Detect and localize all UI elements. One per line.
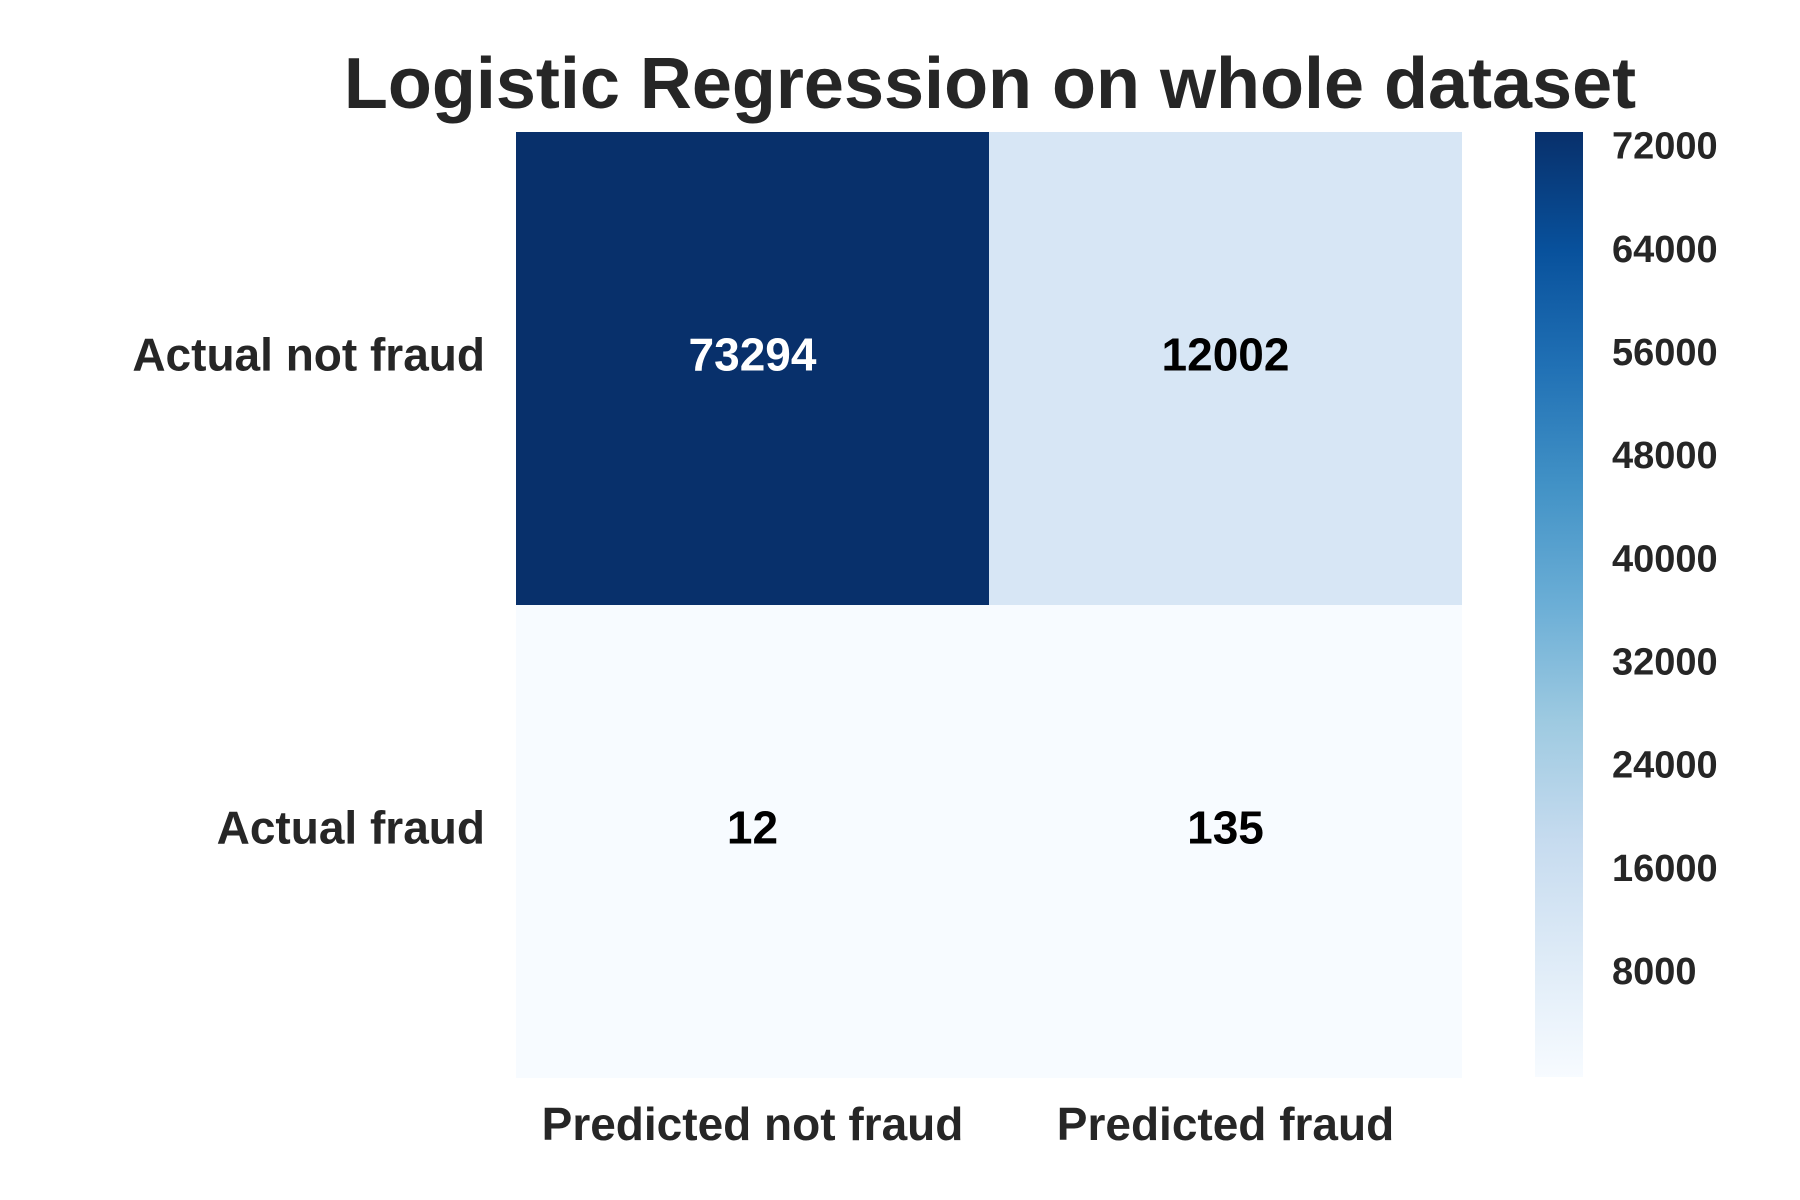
heatmap-cells xyxy=(516,132,1462,1078)
colorbar-tick-label: 32000 xyxy=(1612,642,1718,684)
x-tick-labels: Predicted not fraud Predicted fraud xyxy=(542,1098,1395,1150)
colorbar-tick-label: 8000 xyxy=(1612,951,1697,993)
colorbar-tick-label: 64000 xyxy=(1612,229,1718,271)
x-tick-label: Predicted fraud xyxy=(1057,1098,1394,1150)
y-tick-labels: Actual not fraud Actual fraud xyxy=(132,329,485,854)
heatmap-cell xyxy=(989,605,1462,1078)
cell-value-label: 135 xyxy=(1187,802,1264,854)
cell-value-label: 12 xyxy=(727,802,778,854)
y-tick-label: Actual not fraud xyxy=(132,329,485,381)
colorbar-tick-label: 16000 xyxy=(1612,848,1718,890)
x-tick-label: Predicted not fraud xyxy=(542,1098,964,1150)
colorbar-tick-label: 56000 xyxy=(1612,332,1718,374)
heatmap-cell xyxy=(989,132,1462,605)
colorbar-tick-label: 24000 xyxy=(1612,745,1718,787)
colorbar-tick-label: 48000 xyxy=(1612,435,1718,477)
colorbar-tick-label: 72000 xyxy=(1612,126,1718,168)
heatmap-annotations: 73294 12002 12 135 xyxy=(689,329,1290,854)
colorbar-tick-labels: 72000 64000 56000 48000 40000 32000 24000 16000… xyxy=(1612,126,1718,993)
colorbar-tick-label: 40000 xyxy=(1612,538,1718,580)
heatmap-cell xyxy=(516,132,989,605)
cell-value-label: 73294 xyxy=(689,329,817,381)
y-tick-label: Actual fraud xyxy=(217,802,485,854)
heatmap-cell xyxy=(516,605,989,1078)
colorbar xyxy=(1535,132,1583,1077)
chart-title: Logistic Regression on whole dataset xyxy=(344,44,1636,124)
cell-value-label: 12002 xyxy=(1162,329,1290,381)
